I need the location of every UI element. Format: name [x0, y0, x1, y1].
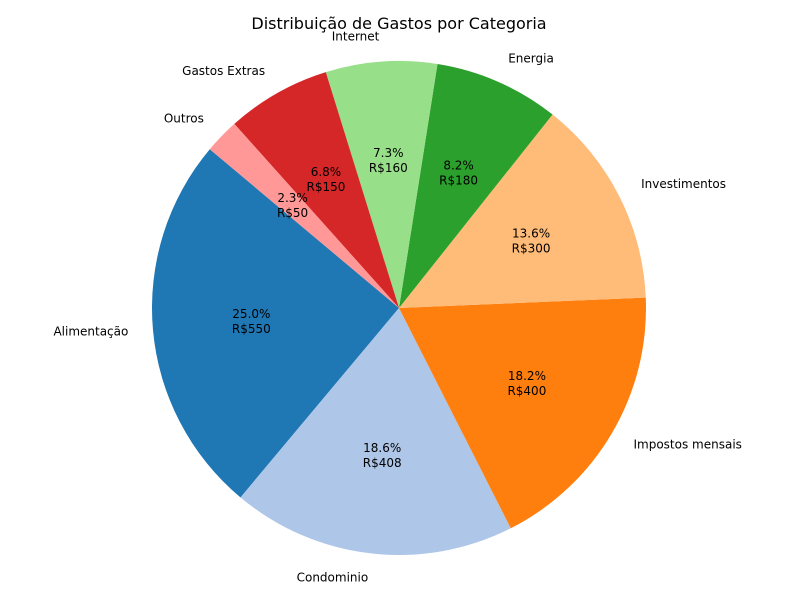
- slice-value-label-alimentacao: 25.0% R$550: [232, 307, 271, 336]
- pie-slices: [151, 60, 647, 555]
- slice-value-label-internet: 7.3% R$160: [369, 146, 408, 175]
- slice-percent-outros: 2.3%: [277, 191, 308, 205]
- slice-value-label-condominio: 18.6% R$408: [363, 441, 402, 470]
- slice-amount-condominio: R$408: [363, 456, 402, 470]
- category-label-condominio: Condominio: [297, 570, 369, 584]
- category-label-outros: Outros: [164, 111, 204, 125]
- slice-amount-gastos-extras: R$150: [307, 180, 346, 194]
- category-label-energia: Energia: [508, 52, 554, 66]
- pie-slice-gastos-extras: [234, 72, 399, 308]
- slice-amount-energia: R$180: [439, 173, 478, 187]
- pie-slice-energia: [399, 64, 553, 308]
- pie-slice-investimentos: [399, 114, 646, 308]
- slice-percent-internet: 7.3%: [373, 146, 404, 160]
- slice-percent-investimentos: 13.6%: [512, 227, 550, 241]
- pie-slice-impostos-mensais: [399, 297, 647, 529]
- slice-value-label-gastos-extras: 6.8% R$150: [307, 165, 346, 194]
- category-labels: Alimentação Condominio Impostos mensais Inv…: [53, 30, 741, 585]
- category-label-investimentos: Investimentos: [641, 177, 726, 191]
- category-label-impostos-mensais: Impostos mensais: [633, 438, 741, 452]
- slice-amount-impostos-mensais: R$400: [507, 384, 546, 398]
- pie-slice-condominio: [240, 308, 511, 555]
- slice-amount-investimentos: R$300: [512, 242, 551, 256]
- slice-value-label-outros: 2.3% R$50: [277, 191, 308, 220]
- category-label-gastos-extras: Gastos Extras: [182, 64, 265, 78]
- slice-amount-alimentacao: R$550: [232, 322, 271, 336]
- slice-amount-outros: R$50: [277, 206, 308, 220]
- pie-slice-outros: [209, 123, 399, 308]
- pie-slice-alimentacao: [151, 149, 399, 498]
- slice-percent-alimentacao: 25.0%: [232, 307, 270, 321]
- slice-value-label-energia: 8.2% R$180: [439, 158, 478, 187]
- slice-percent-gastos-extras: 6.8%: [311, 165, 342, 179]
- slice-value-label-impostos-mensais: 18.2% R$400: [507, 369, 546, 398]
- slice-value-label-investimentos: 13.6% R$300: [512, 227, 551, 256]
- slice-amount-internet: R$160: [369, 161, 408, 175]
- category-label-alimentacao: Alimentação: [53, 324, 128, 338]
- slice-percent-energia: 8.2%: [443, 158, 474, 172]
- chart-title: Distribuição de Gastos por Categoria: [251, 14, 546, 33]
- slice-percent-impostos-mensais: 18.2%: [508, 369, 546, 383]
- slice-percent-condominio: 18.6%: [363, 441, 401, 455]
- slice-value-labels: 25.0% R$550 18.6% R$408 18.2% R$400 13.6% R$300…: [232, 146, 551, 470]
- category-label-internet: Internet: [332, 30, 380, 44]
- pie-slice-internet: [325, 60, 438, 308]
